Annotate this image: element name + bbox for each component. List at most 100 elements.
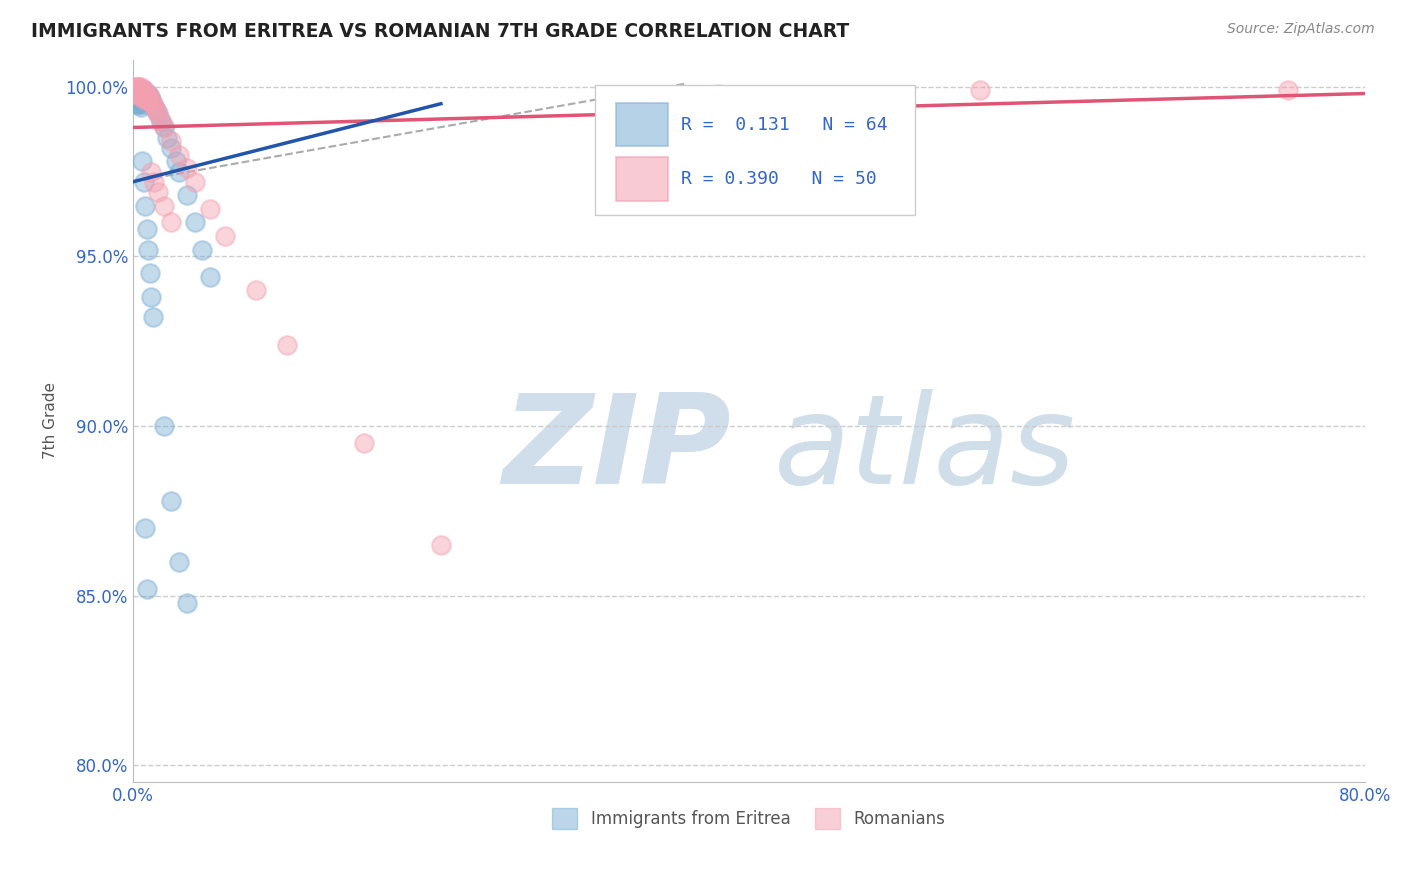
- Point: [143, 175, 166, 189]
- Point: [152, 120, 174, 135]
- Point: [127, 93, 149, 107]
- FancyBboxPatch shape: [616, 103, 668, 146]
- Point: [128, 83, 150, 97]
- Text: Source: ZipAtlas.com: Source: ZipAtlas.com: [1227, 22, 1375, 37]
- Point: [131, 90, 153, 104]
- Point: [128, 83, 150, 97]
- Point: [132, 83, 155, 97]
- Point: [969, 83, 991, 97]
- Point: [134, 93, 156, 107]
- Point: [131, 83, 153, 97]
- Point: [165, 154, 187, 169]
- Point: [430, 538, 453, 552]
- Point: [146, 107, 169, 121]
- Point: [125, 87, 148, 101]
- Point: [125, 90, 148, 104]
- Point: [124, 87, 146, 101]
- Text: atlas: atlas: [773, 390, 1076, 510]
- Point: [129, 93, 152, 107]
- Point: [125, 83, 148, 97]
- Point: [146, 185, 169, 199]
- Point: [214, 229, 236, 244]
- Point: [131, 93, 153, 107]
- Point: [139, 90, 162, 104]
- Point: [152, 120, 174, 135]
- Point: [127, 90, 149, 104]
- Point: [129, 83, 152, 97]
- Point: [132, 83, 155, 97]
- Point: [129, 100, 152, 114]
- Point: [129, 79, 152, 94]
- Point: [160, 141, 183, 155]
- Point: [245, 283, 267, 297]
- Point: [128, 87, 150, 101]
- Point: [124, 83, 146, 97]
- Point: [135, 87, 157, 101]
- Legend: Immigrants from Eritrea, Romanians: Immigrants from Eritrea, Romanians: [546, 802, 952, 836]
- Point: [176, 188, 198, 202]
- Point: [142, 96, 165, 111]
- Point: [142, 96, 165, 111]
- Point: [152, 198, 174, 212]
- Point: [127, 87, 149, 101]
- Point: [160, 215, 183, 229]
- Point: [143, 100, 166, 114]
- Point: [152, 419, 174, 434]
- Point: [198, 269, 221, 284]
- Point: [167, 555, 190, 569]
- Point: [131, 154, 153, 169]
- Point: [156, 130, 179, 145]
- Point: [125, 87, 148, 101]
- Point: [135, 87, 157, 101]
- Point: [129, 83, 152, 97]
- Point: [132, 175, 155, 189]
- Point: [136, 243, 159, 257]
- Point: [125, 83, 148, 97]
- Point: [134, 87, 156, 101]
- Point: [127, 79, 149, 94]
- Point: [127, 83, 149, 97]
- Point: [142, 310, 165, 325]
- Point: [132, 90, 155, 104]
- Point: [1277, 83, 1299, 97]
- Point: [146, 107, 169, 121]
- Point: [129, 87, 152, 101]
- Point: [183, 175, 205, 189]
- Point: [149, 113, 172, 128]
- Point: [128, 90, 150, 104]
- Point: [134, 521, 156, 535]
- Point: [127, 87, 149, 101]
- Point: [135, 582, 157, 596]
- Point: [124, 83, 146, 97]
- Point: [136, 93, 159, 107]
- FancyBboxPatch shape: [595, 85, 915, 215]
- Point: [167, 147, 190, 161]
- Point: [131, 87, 153, 101]
- Point: [124, 93, 146, 107]
- Point: [136, 87, 159, 101]
- Point: [131, 83, 153, 97]
- Point: [141, 93, 163, 107]
- Point: [128, 96, 150, 111]
- Point: [132, 90, 155, 104]
- Text: R =  0.131   N = 64: R = 0.131 N = 64: [681, 116, 887, 134]
- Point: [183, 215, 205, 229]
- Text: R = 0.390   N = 50: R = 0.390 N = 50: [681, 169, 877, 188]
- Point: [160, 134, 183, 148]
- FancyBboxPatch shape: [616, 157, 668, 201]
- Point: [128, 79, 150, 94]
- Point: [135, 93, 157, 107]
- Point: [353, 436, 375, 450]
- Point: [134, 198, 156, 212]
- Point: [198, 202, 221, 216]
- Point: [149, 113, 172, 128]
- Point: [128, 87, 150, 101]
- Y-axis label: 7th Grade: 7th Grade: [44, 383, 58, 459]
- Point: [160, 493, 183, 508]
- Point: [176, 595, 198, 609]
- Text: ZIP: ZIP: [502, 390, 731, 510]
- Point: [176, 161, 198, 176]
- Point: [191, 243, 214, 257]
- Point: [141, 93, 163, 107]
- Point: [276, 337, 298, 351]
